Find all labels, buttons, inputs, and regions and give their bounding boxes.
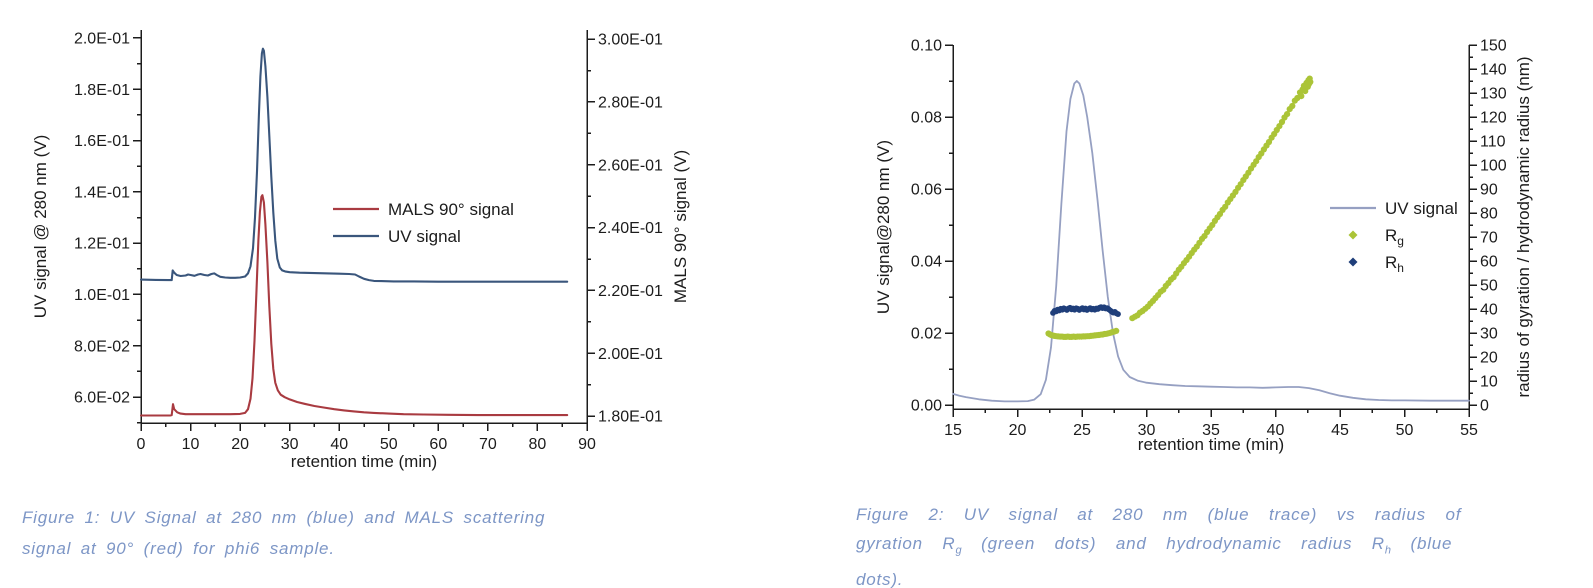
- y-right-tick-label: 60: [1480, 254, 1498, 271]
- y-left-tick-label: 0.06: [911, 182, 942, 199]
- figure2-plot: 15 20 25 30 35 40 45 50 55 0.00 0.02 0.04 0.06 0.08 0.…: [874, 38, 1533, 455]
- y-right-tick-label: 70: [1480, 230, 1498, 247]
- x-tick-label: 0: [137, 436, 146, 453]
- caption-text: dots).: [856, 570, 904, 588]
- y-right-tick-label: 2.40E-01: [598, 220, 663, 237]
- caption-text: (blue: [1390, 534, 1453, 553]
- figure1-legend-uv: UV signal: [333, 227, 461, 246]
- y-right-tick-label: 150: [1480, 38, 1507, 55]
- y-right-tick-label: 100: [1480, 158, 1507, 175]
- y-left-tick-label: 1.0E-01: [74, 287, 130, 304]
- x-tick-label: 25: [1073, 422, 1091, 439]
- y-right-tick-label: 80: [1480, 206, 1498, 223]
- x-tick-label: 50: [380, 436, 398, 453]
- y-right-tick-label: 30: [1480, 326, 1498, 343]
- figure1-caption: Figure 1: UV Signal at 280 nm (blue) and…: [22, 502, 582, 564]
- y-right-tick-label: 2.20E-01: [598, 283, 663, 300]
- x-tick-label: 35: [1202, 422, 1220, 439]
- legend-label: MALS 90° signal: [388, 200, 514, 219]
- x-tick-label: 30: [281, 436, 299, 453]
- figure2-legend-uv: UV signal: [1330, 199, 1458, 218]
- y-right-tick-label: 90: [1480, 182, 1498, 199]
- x-tick-label: 30: [1138, 422, 1156, 439]
- y-left-tick-label: 2.0E-01: [74, 30, 130, 47]
- legend-dot-marker: [1348, 257, 1358, 267]
- y-right-tick-label: 0: [1480, 398, 1489, 415]
- y-right-tick-label: 130: [1480, 86, 1507, 103]
- x-tick-label: 55: [1460, 422, 1478, 439]
- uv-signal-line: [139, 47, 569, 283]
- caption-text: signal at 90° (red) for phi6 sample.: [22, 539, 335, 558]
- figure2-caption: Figure 2: UV signal at 280 nm (blue trac…: [856, 500, 1546, 588]
- y-left-tick-label: 0.00: [911, 398, 942, 415]
- y-left-tick-label: 0.10: [911, 38, 942, 55]
- y-right-tick-label: 3.00E-01: [598, 32, 663, 49]
- legend-dot-marker: [1348, 230, 1358, 240]
- legend-label: UV signal: [1385, 199, 1458, 218]
- legend-label: UV signal: [388, 227, 461, 246]
- y-right-tick-label: 40: [1480, 302, 1498, 319]
- legend-label: Rh: [1385, 253, 1404, 275]
- y-left-tick-label: 6.0E-02: [74, 390, 130, 407]
- y-right-tick-label: 120: [1480, 110, 1507, 127]
- x-tick-label: 10: [182, 436, 200, 453]
- y-left-tick-label: 1.4E-01: [74, 184, 130, 201]
- caption-subscript: h: [1384, 544, 1391, 557]
- y-right-tick-label: 140: [1480, 62, 1507, 79]
- y-right-tick-label: 50: [1480, 278, 1498, 295]
- caption-text: gyration R: [856, 534, 956, 553]
- y-left-tick-label: 1.6E-01: [74, 133, 130, 150]
- x-tick-label: 40: [1267, 422, 1285, 439]
- x-tick-label: 60: [429, 436, 447, 453]
- figure2-legend-rg: Rg: [1348, 226, 1404, 248]
- y-left-axis-title: UV signal @ 280 nm (V): [31, 135, 50, 319]
- x-tick-label: 20: [231, 436, 249, 453]
- y-right-tick-label: 110: [1480, 134, 1506, 151]
- figure2-legend-rh: Rh: [1348, 253, 1404, 275]
- y-left-tick-label: 1.8E-01: [74, 82, 130, 99]
- legend-label: Rg: [1385, 226, 1404, 248]
- uv-signal-trace: [952, 80, 1470, 403]
- y-left-tick-label: 8.0E-02: [74, 338, 130, 355]
- x-tick-label: 90: [578, 436, 596, 453]
- x-tick-label: 15: [944, 422, 962, 439]
- rg-scatter: [1045, 75, 1314, 340]
- y-left-tick-label: 0.02: [911, 326, 942, 343]
- figure1-plot: 0 10 20 30 40 50 60 70 80 90 6.0E-02 8.0E-02 1.0E-01…: [31, 30, 690, 471]
- x-tick-label: 20: [1009, 422, 1027, 439]
- y-right-tick-label: 2.80E-01: [598, 94, 663, 111]
- y-left-tick-label: 0.08: [911, 110, 942, 127]
- y-left-tick-label: 1.2E-01: [74, 236, 130, 253]
- charts-canvas: 0 10 20 30 40 50 60 70 80 90 6.0E-02 8.0E-02 1.0E-01…: [31, 30, 1533, 471]
- caption-subscript: g: [955, 544, 962, 557]
- x-tick-label: 40: [330, 436, 348, 453]
- y-left-tick-label: 0.04: [911, 254, 942, 271]
- y-right-tick-label: 1.80E-01: [598, 409, 663, 426]
- caption-text: Figure 1: UV Signal at 280 nm (blue) and…: [22, 508, 546, 527]
- y-right-axis-title: radius of gyration / hydrodynamic radius…: [1514, 56, 1533, 397]
- caption-text: Figure 2: UV signal at 280 nm (blue trac…: [856, 505, 1462, 524]
- mals-90-signal-line: [139, 194, 569, 417]
- x-axis-title: retention time (min): [1138, 435, 1284, 454]
- x-tick-label: 45: [1331, 422, 1349, 439]
- y-left-axis-title: UV signal@280 nm (V): [874, 140, 893, 314]
- rh-scatter: [1050, 304, 1121, 317]
- x-tick-label: 70: [479, 436, 497, 453]
- y-right-tick-label: 10: [1480, 374, 1498, 391]
- x-tick-label: 50: [1396, 422, 1414, 439]
- x-tick-label: 80: [529, 436, 547, 453]
- y-right-tick-label: 2.60E-01: [598, 157, 663, 174]
- y-right-tick-label: 2.00E-01: [598, 346, 663, 363]
- y-right-axis-title: MALS 90° signal (V): [671, 150, 690, 303]
- x-axis-title: retention time (min): [291, 452, 437, 471]
- caption-text: (green dots) and hydrodynamic radius R: [961, 534, 1385, 553]
- figure1-legend-mals: MALS 90° signal: [333, 200, 514, 219]
- y-right-tick-label: 20: [1480, 350, 1498, 367]
